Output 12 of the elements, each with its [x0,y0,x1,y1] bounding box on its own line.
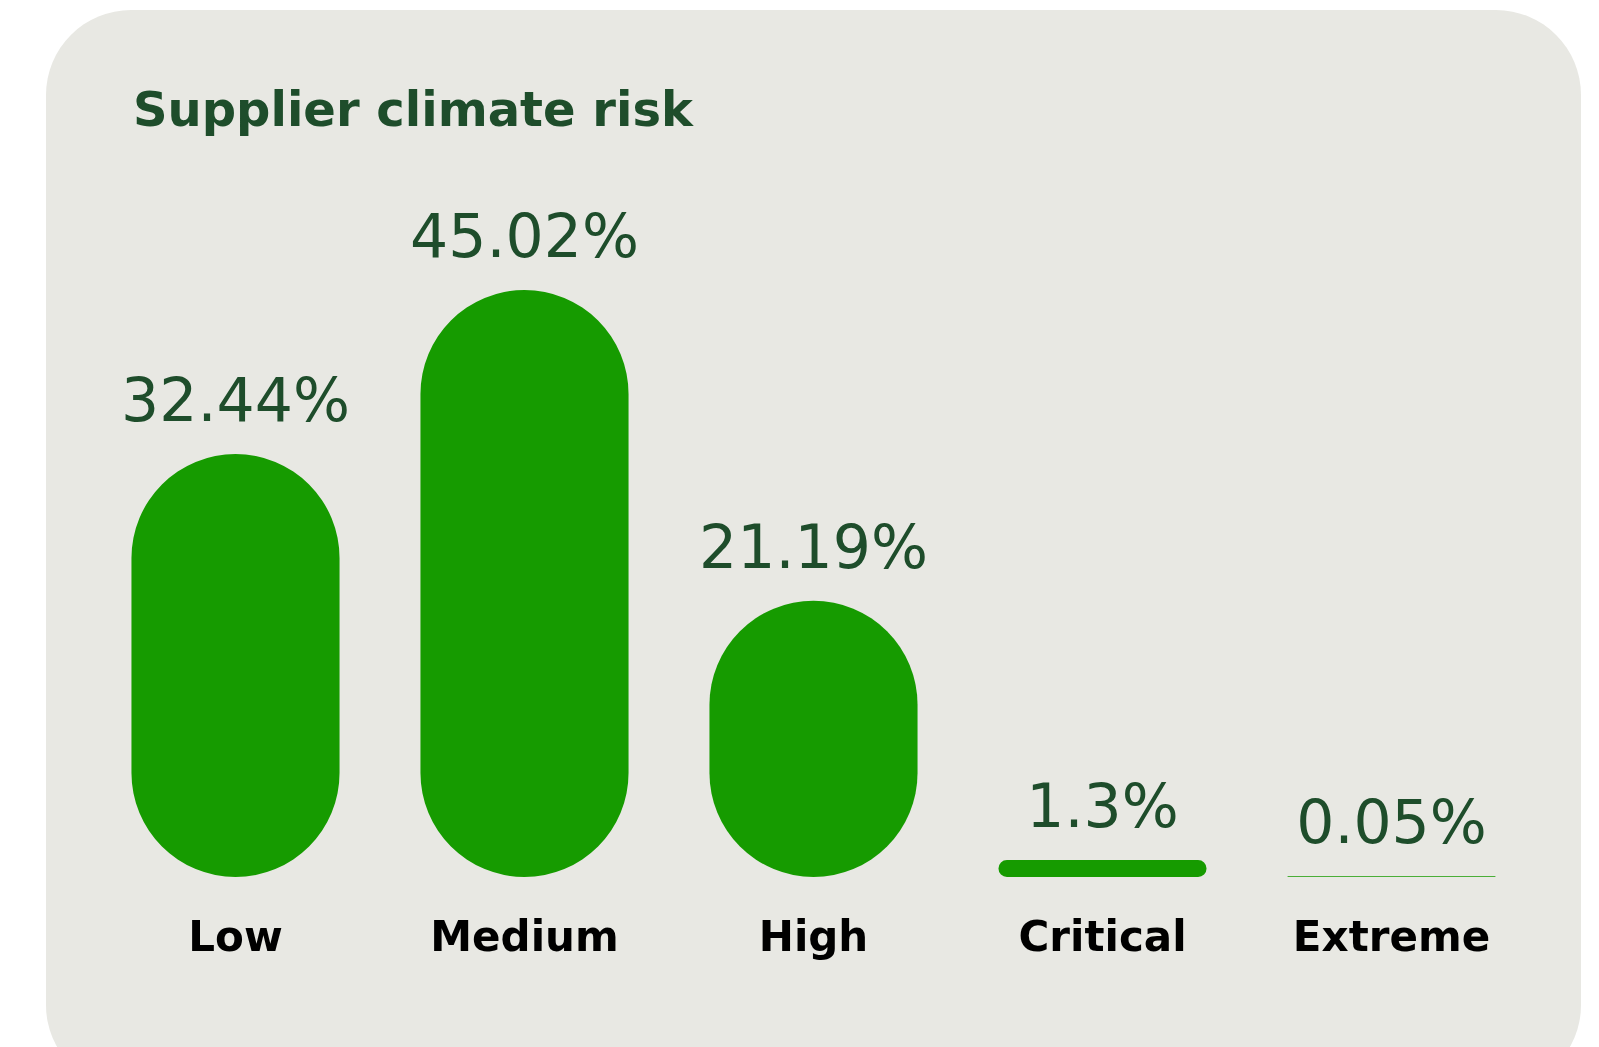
data-label: 0.05% [1296,787,1487,858]
x-tick-label: Critical [1018,911,1187,961]
data-label: 32.44% [121,365,350,436]
x-tick-label: High [758,911,869,961]
x-tick-label: Low [188,911,283,961]
data-label: 45.02% [410,201,639,271]
x-tick-label: Medium [430,911,619,961]
data-label: 1.3% [1026,771,1179,842]
bar [998,860,1207,877]
chart-title: Supplier climate risk [133,81,694,137]
x-tick-label: Extreme [1292,911,1491,961]
data-label: 21.19% [699,511,928,582]
